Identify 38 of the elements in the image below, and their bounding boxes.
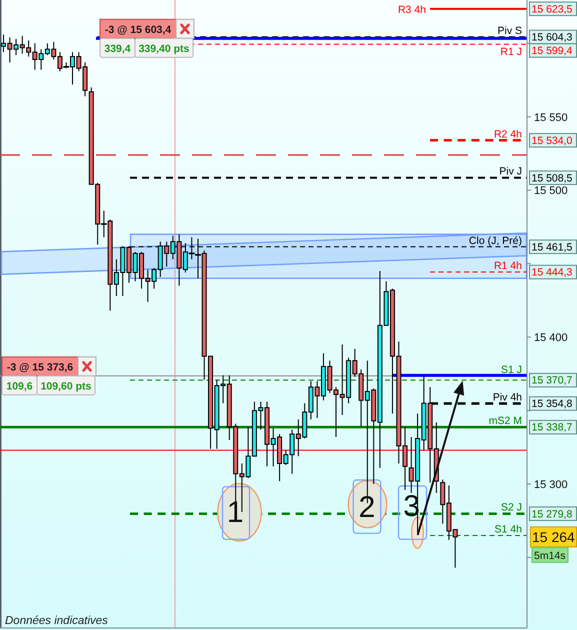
text: 15 623,5 — [532, 3, 573, 16]
text: 15 444,3 — [532, 266, 573, 279]
y-tick-label: 15 550 — [534, 112, 568, 124]
ref-line-label: -3 @ 15 603,4 — [104, 24, 172, 36]
ref-line-label: Piv S — [497, 25, 522, 38]
annotation: 339,4 — [104, 42, 131, 55]
ref-line-label: R3 4h — [398, 4, 426, 16]
text: 15 599,4 — [532, 45, 573, 58]
text: 15 338,7 — [532, 422, 573, 434]
text: 15 264 — [532, 528, 576, 545]
y-tick-label: 15 300 — [534, 479, 568, 492]
text: 5m14s — [534, 550, 566, 562]
ref-line-label: R1 4h — [494, 260, 522, 272]
annotation: 109,60 pts — [40, 380, 92, 392]
annotation: 339,40 pts — [138, 42, 190, 55]
annotation: 1 — [226, 496, 244, 529]
ref-line-label: Piv 4h — [492, 392, 522, 404]
ref-line-label: R2 4h — [494, 128, 522, 140]
text: 15 461,5 — [532, 241, 573, 254]
ref-line-label: S1 4h — [494, 523, 522, 536]
text: 15 370,7 — [532, 374, 573, 387]
ref-line-label: -3 @ 15 373,6 — [6, 361, 74, 374]
annotation: 109,6 — [6, 380, 33, 392]
text: 15 534,0 — [532, 134, 573, 147]
text: 15 508,5 — [532, 172, 573, 184]
annotation: 2 — [358, 490, 376, 524]
text: 15 279,8 — [532, 508, 573, 520]
ref-line-label: Piv J — [499, 166, 522, 178]
ref-line-label: R1 J — [500, 46, 522, 58]
y-tick-label: 15 400 — [534, 332, 568, 344]
ref-line-label: S2 J — [500, 502, 522, 514]
ref-line-label: S1 J — [500, 364, 522, 376]
ref-line-label: Clo (J, Pré) — [468, 234, 522, 247]
y-tick-label: 15 500 — [534, 185, 568, 198]
ref-line-label: mS2 M — [488, 415, 522, 428]
text: 15 354,8 — [532, 398, 573, 410]
annotation: Données indicatives — [5, 615, 108, 627]
text: 15 604,3 — [532, 32, 573, 44]
